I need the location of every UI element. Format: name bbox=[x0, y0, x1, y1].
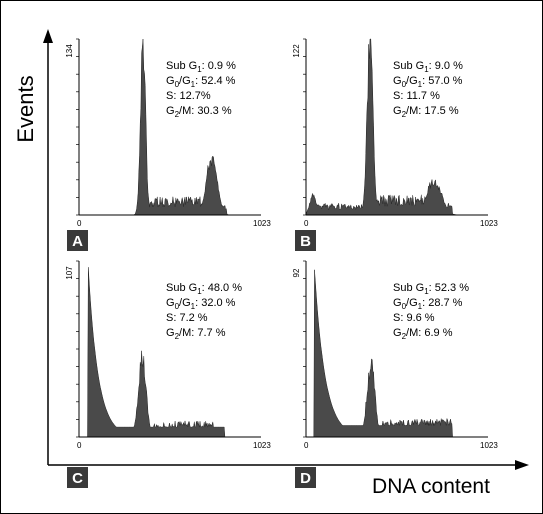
y-max-label: 92 bbox=[292, 268, 301, 277]
panel-badge-label: A bbox=[72, 233, 83, 250]
histogram-panel: 122 0 1023 Sub G1: 9.0 %G0/G1: 57.0 %S: 11.… bbox=[292, 38, 498, 251]
phase-stat: G0/G1: 57.0 % bbox=[393, 75, 463, 89]
panels: 134 0 1023 Sub G1: 0.9 %G0/G1: 52.4 %S: 12.… bbox=[65, 38, 498, 488]
phase-stat: G2/M: 7.7 % bbox=[166, 327, 226, 341]
phase-stat: S: 11.7 % bbox=[393, 90, 440, 102]
panel-badge-label: B bbox=[300, 233, 311, 250]
phase-stat: S: 7.2 % bbox=[166, 312, 208, 324]
histogram-panel: 107 0 1023 Sub G1: 48.0 %G0/G1: 32.0 %S: 7.… bbox=[65, 260, 271, 488]
x-tick-label-min: 0 bbox=[77, 219, 82, 228]
y-axis-title: Events bbox=[13, 75, 38, 142]
panel-badge bbox=[67, 230, 88, 251]
histogram-bars bbox=[306, 269, 488, 438]
phase-stat: S: 12.7% bbox=[166, 90, 211, 102]
panel-badge-label: C bbox=[72, 470, 83, 487]
x-axis-title: DNA content bbox=[372, 475, 490, 498]
phase-stat: G2/M: 30.3 % bbox=[166, 105, 232, 119]
phase-stat: G0/G1: 32.0 % bbox=[166, 297, 236, 311]
x-tick-label-max: 1023 bbox=[480, 441, 498, 450]
x-tick-label-min: 0 bbox=[77, 441, 82, 450]
y-max-label: 134 bbox=[65, 44, 74, 58]
phase-stat: Sub G1: 48.0 % bbox=[166, 282, 242, 296]
panel-badge bbox=[295, 230, 316, 251]
phase-stat: G0/G1: 28.7 % bbox=[393, 297, 463, 311]
events-axis-arrow bbox=[43, 29, 53, 43]
panel-badge bbox=[67, 467, 88, 488]
x-tick-label-max: 1023 bbox=[253, 219, 271, 228]
histogram-panel: 134 0 1023 Sub G1: 0.9 %G0/G1: 52.4 %S: 12.… bbox=[65, 38, 271, 251]
phase-stat: G2/M: 17.5 % bbox=[393, 105, 459, 119]
x-tick-label-min: 0 bbox=[304, 441, 309, 450]
x-tick-label-max: 1023 bbox=[480, 219, 498, 228]
x-tick-label-max: 1023 bbox=[253, 441, 271, 450]
phase-stat: Sub G1: 52.3 % bbox=[393, 282, 469, 296]
x-tick-label-min: 0 bbox=[304, 219, 309, 228]
panel-badge-label: D bbox=[300, 470, 311, 487]
y-max-label: 107 bbox=[65, 266, 74, 280]
phase-stat: G2/M: 6.9 % bbox=[393, 327, 453, 341]
panel-badge bbox=[295, 467, 316, 488]
y-max-label: 122 bbox=[292, 44, 301, 58]
phase-stat: Sub G1: 0.9 % bbox=[166, 60, 236, 74]
phase-stat: G0/G1: 52.4 % bbox=[166, 75, 236, 89]
phase-stat: S: 9.6 % bbox=[393, 312, 435, 324]
phase-stat: Sub G1: 9.0 % bbox=[393, 60, 463, 74]
histogram-panel: 92 0 1023 Sub G1: 52.3 %G0/G1: 28.7 %S: 9.6… bbox=[292, 260, 498, 488]
dna-axis-arrow bbox=[515, 460, 529, 470]
